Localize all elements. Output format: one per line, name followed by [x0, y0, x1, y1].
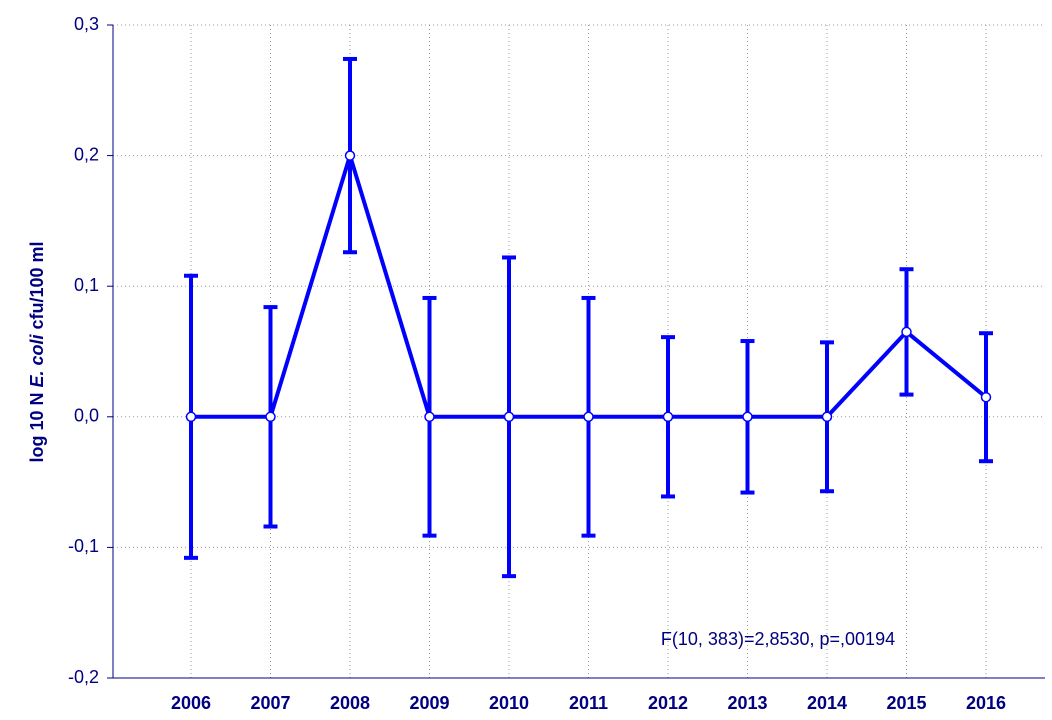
x-tick-label: 2013 [727, 693, 767, 713]
x-tick-label: 2014 [807, 693, 847, 713]
x-tick-label: 2016 [966, 693, 1006, 713]
x-tick-label: 2006 [171, 693, 211, 713]
y-label-part: log 10 N [27, 393, 47, 463]
x-tick-label: 2012 [648, 693, 688, 713]
y-tick-label: 0,3 [74, 14, 99, 34]
point [265, 411, 276, 423]
y-tick-label: -0,1 [68, 536, 99, 556]
point [742, 411, 753, 423]
point [503, 411, 515, 423]
x-tick-label: 2015 [886, 693, 926, 713]
x-tick-label: 2010 [489, 693, 529, 713]
point [821, 411, 833, 423]
y-tick-label: 0,1 [74, 275, 99, 295]
point [901, 326, 912, 338]
point [662, 411, 674, 423]
annotation: F(10, 383)=2,8530, p=,00194 [661, 629, 895, 649]
y-tick-label: -0,2 [68, 667, 99, 687]
y-tick-label: 0,0 [74, 406, 99, 426]
x-tick-label: 2009 [409, 693, 449, 713]
y-label-part: cfu/100 ml [27, 241, 47, 329]
point [980, 391, 992, 403]
point [344, 150, 356, 161]
x-tick-label: 2008 [330, 693, 370, 713]
y-tick-label: 0,2 [74, 144, 99, 164]
point [583, 411, 594, 423]
y-axis-label: log 10 N E. coli cfu/100 ml [27, 241, 47, 462]
x-tick-label: 2011 [569, 693, 608, 713]
point [185, 411, 197, 423]
point [424, 411, 435, 423]
y-label-part: E. coli [27, 334, 47, 388]
x-tick-label: 2007 [250, 693, 290, 713]
